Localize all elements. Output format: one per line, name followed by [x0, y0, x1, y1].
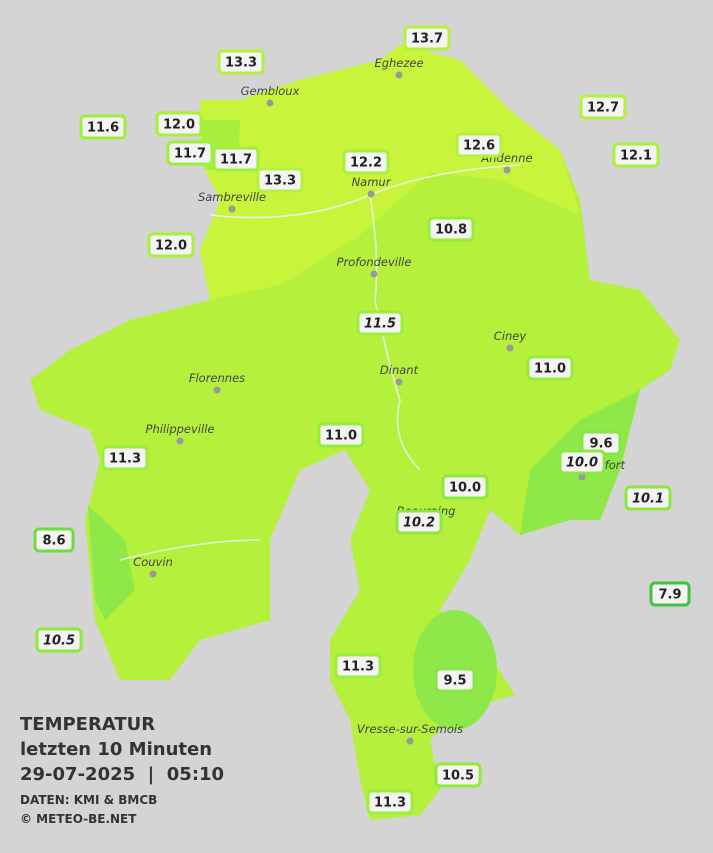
- station-value: 10.8: [435, 223, 467, 238]
- city-dot: [367, 190, 375, 198]
- station-value: 10.5: [43, 634, 75, 649]
- station-box: [403, 25, 451, 51]
- station-value: 12.0: [163, 118, 195, 133]
- station-value: 11.0: [325, 429, 357, 444]
- subtitle: letzten 10 Minuten: [20, 739, 212, 760]
- station-value: 12.0: [155, 239, 187, 254]
- datetime: 29-07-2025 | 05:10: [20, 764, 224, 785]
- station-box: [649, 581, 691, 607]
- station-box: [101, 445, 149, 471]
- station-value: 10.2: [403, 516, 435, 531]
- station-value: 12.6: [463, 139, 495, 154]
- station-value: 13.3: [264, 174, 296, 189]
- station-value: 13.7: [411, 32, 443, 47]
- station-value: 10.0: [449, 481, 481, 496]
- cool-zone: [88, 505, 135, 620]
- station-box: [434, 762, 482, 788]
- station-box: [434, 667, 476, 693]
- copyright: © METEO-BE.NET: [20, 812, 137, 826]
- station-value: 12.1: [620, 149, 652, 164]
- city-label: Florennes: [189, 371, 245, 385]
- station-value: 12.2: [350, 156, 382, 171]
- station-box: [35, 627, 83, 653]
- city-label: Ciney: [494, 329, 527, 343]
- station-box: [356, 310, 404, 336]
- city-dot: [228, 205, 236, 213]
- station-box: [147, 232, 195, 258]
- city-label: Eghezee: [374, 56, 423, 70]
- warm-zone: [200, 45, 580, 300]
- station-value: 9.6: [589, 437, 612, 452]
- station-box: [33, 527, 75, 553]
- station-box: [441, 474, 489, 500]
- city-label: Vresse-sur-Semois: [357, 722, 463, 736]
- station-value: 11.7: [220, 153, 252, 168]
- city-dot: [213, 386, 221, 394]
- city-label: Namur: [352, 175, 392, 189]
- station-box: [342, 149, 390, 175]
- station-box: [558, 449, 606, 475]
- station-value: 10.1: [632, 492, 664, 507]
- city-label: Couvin: [133, 555, 173, 569]
- station-value: 11.3: [374, 796, 406, 811]
- station-box: [166, 140, 214, 166]
- city-dot: [503, 166, 511, 174]
- city-dot: [176, 437, 184, 445]
- city-dot: [395, 378, 403, 386]
- station-value: 7.9: [658, 588, 681, 603]
- station-box: [579, 94, 627, 120]
- station-box: [624, 485, 672, 511]
- station-value: 11.3: [342, 660, 374, 675]
- station-value: 10.5: [442, 769, 474, 784]
- station-box: [455, 132, 503, 158]
- title: TEMPERATUR: [20, 714, 155, 735]
- station-box: [334, 653, 382, 679]
- city-label: Gembloux: [241, 84, 300, 98]
- station-value: 13.3: [225, 56, 257, 71]
- station-value: 10.0: [566, 456, 598, 471]
- station-value: 11.3: [109, 452, 141, 467]
- station-value: 8.6: [42, 534, 65, 549]
- city-dot: [370, 270, 378, 278]
- station-box: [79, 114, 127, 140]
- city-dot: [506, 344, 514, 352]
- station-box: [256, 167, 304, 193]
- station-value: 11.7: [174, 147, 206, 162]
- city-label: Sambreville: [198, 190, 266, 204]
- city-dot: [406, 737, 414, 745]
- city-dot: [149, 570, 157, 578]
- station-box: [366, 789, 414, 815]
- station-box: [217, 49, 265, 75]
- station-value: 11.5: [364, 317, 396, 332]
- city-label: Profondeville: [337, 255, 412, 269]
- station-box: [155, 111, 203, 137]
- station-value: 11.0: [534, 362, 566, 377]
- station-box: [526, 355, 574, 381]
- station-box: [395, 509, 443, 535]
- city-label: Dinant: [380, 363, 419, 377]
- station-value: 9.5: [443, 674, 466, 689]
- station-value: 11.6: [87, 121, 119, 136]
- station-value: 12.7: [587, 101, 619, 116]
- station-box: [427, 216, 475, 242]
- source: DATEN: KMI & BMCB: [20, 793, 157, 807]
- station-box: [317, 422, 365, 448]
- city-label: Philippeville: [146, 422, 215, 436]
- city-dot: [266, 99, 274, 107]
- station-box: [212, 146, 260, 172]
- city-dot: [395, 71, 403, 79]
- city-dot: [578, 473, 586, 481]
- station-box: [612, 142, 660, 168]
